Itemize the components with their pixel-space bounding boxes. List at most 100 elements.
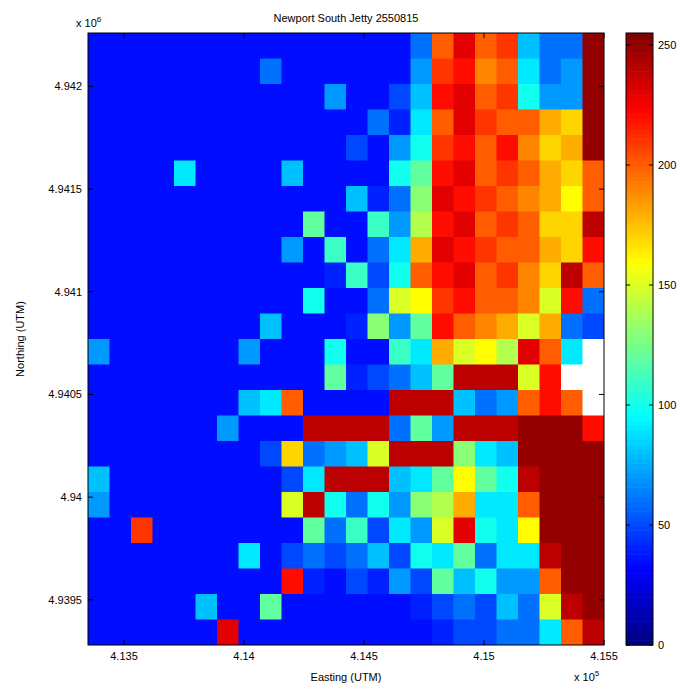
heat-cell [282, 441, 304, 467]
colorbar-swatch [626, 157, 653, 162]
heat-cell [561, 161, 583, 187]
heat-cell [110, 212, 132, 238]
heat-cell [303, 594, 325, 620]
y-tick-label: 4.941 [54, 286, 82, 298]
heat-cell [303, 161, 325, 187]
colorbar-swatch [626, 38, 653, 43]
heat-cell [454, 365, 476, 391]
heat-cell [88, 594, 110, 620]
heat-cell [239, 110, 261, 136]
colorbar-tick [649, 165, 653, 166]
heat-cell [540, 339, 562, 365]
colorbar-swatch [626, 205, 653, 210]
heat-cell [110, 492, 132, 518]
heat-cell [303, 441, 325, 467]
colorbar-swatch [626, 138, 653, 143]
heat-cell [88, 110, 110, 136]
heat-cell [174, 467, 196, 493]
heat-cell [174, 416, 196, 442]
colorbar-swatch [626, 339, 653, 344]
heat-cell [153, 441, 175, 467]
heat-cell [475, 110, 497, 136]
heat-cell [325, 569, 347, 595]
colorbar-tick-label: 50 [658, 519, 670, 531]
heat-cell [561, 339, 583, 365]
heat-cell [475, 518, 497, 544]
heat-cell [282, 186, 304, 212]
heat-cell [475, 594, 497, 620]
heat-cell [88, 263, 110, 289]
colorbar-swatch [626, 133, 653, 138]
heat-cell [239, 594, 261, 620]
heat-cell [260, 186, 282, 212]
heat-cell [583, 543, 605, 569]
colorbar-swatch [626, 215, 653, 220]
heat-cell [518, 441, 540, 467]
heat-cell [432, 492, 454, 518]
heat-cell [475, 237, 497, 263]
heat-cell [561, 288, 583, 314]
heat-cell [325, 237, 347, 263]
heat-cell [583, 441, 605, 467]
heat-cell [282, 135, 304, 161]
heat-cell [174, 390, 196, 416]
heat-cell [389, 135, 411, 161]
heat-cell [518, 186, 540, 212]
heat-cell [389, 59, 411, 85]
heat-cell [282, 314, 304, 340]
colorbar-swatch [626, 420, 653, 425]
heat-cell [303, 84, 325, 110]
heat-cell [432, 59, 454, 85]
heat-cell [131, 135, 153, 161]
colorbar-swatch [626, 607, 653, 612]
heat-cell [239, 518, 261, 544]
heat-cell [583, 620, 605, 646]
heat-cell [411, 390, 433, 416]
heat-cell [260, 518, 282, 544]
heat-cell [282, 110, 304, 136]
heat-cell [217, 569, 239, 595]
heat-cell [411, 263, 433, 289]
heat-cell [131, 390, 153, 416]
heat-cell [239, 186, 261, 212]
colorbar-swatch [626, 191, 653, 196]
heat-cell [368, 390, 390, 416]
heat-cell [518, 84, 540, 110]
heat-cell [110, 135, 132, 161]
heat-cell [432, 84, 454, 110]
heat-cell [540, 518, 562, 544]
heat-cell [196, 263, 218, 289]
heat-cell [540, 186, 562, 212]
heat-cell [282, 594, 304, 620]
heat-cell [88, 365, 110, 391]
heat-cell [389, 594, 411, 620]
colorbar-swatch [626, 186, 653, 191]
heat-cell [540, 467, 562, 493]
heat-cell [454, 390, 476, 416]
heat-cell [325, 543, 347, 569]
heat-cell [131, 441, 153, 467]
heat-cell [196, 110, 218, 136]
heat-cell [303, 212, 325, 238]
heat-cell [432, 594, 454, 620]
colorbar-swatch [626, 473, 653, 478]
heat-cell [389, 186, 411, 212]
heat-cell [432, 518, 454, 544]
heat-cell [282, 339, 304, 365]
heat-cell [153, 33, 175, 59]
colorbar-swatch [626, 81, 653, 86]
heat-cell [196, 594, 218, 620]
heat-cell [88, 441, 110, 467]
x-tick [484, 33, 485, 38]
y-tick [599, 291, 604, 292]
heat-cell [497, 212, 519, 238]
heat-cell [368, 237, 390, 263]
heat-cell [131, 594, 153, 620]
heat-cell [454, 569, 476, 595]
heat-cell [454, 110, 476, 136]
heat-cell [239, 416, 261, 442]
colorbar-swatch [626, 71, 653, 76]
heat-cell [260, 339, 282, 365]
heat-cell [282, 569, 304, 595]
colorbar-swatch [626, 602, 653, 607]
